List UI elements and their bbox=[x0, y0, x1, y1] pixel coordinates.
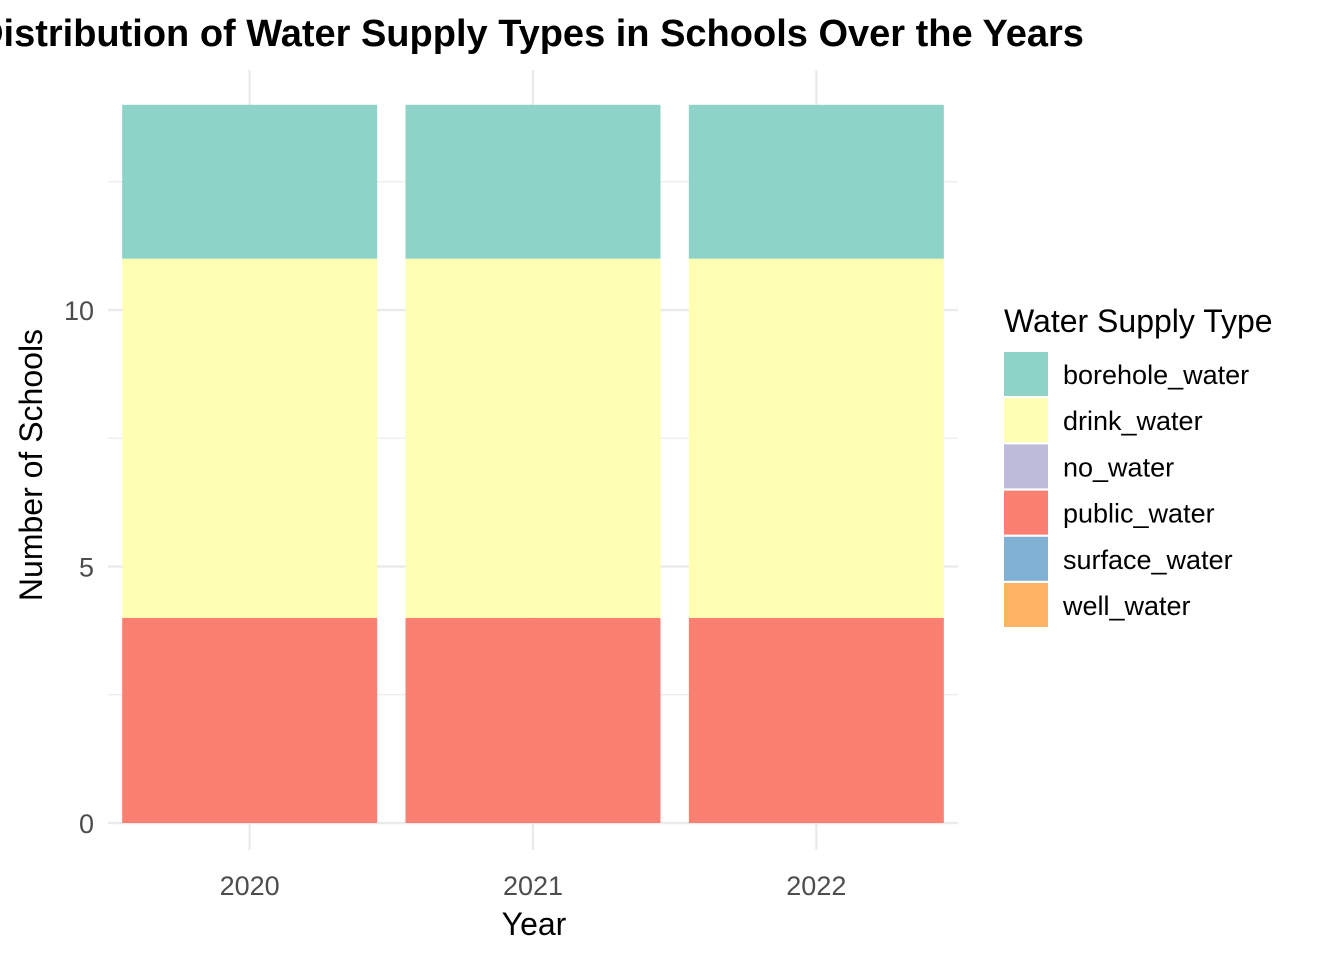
legend-label: borehole_water bbox=[1063, 360, 1249, 390]
x-tick-label: 2020 bbox=[220, 871, 280, 901]
legend-key-surface_water bbox=[1004, 536, 1048, 581]
bar-segment-borehole_water-2020 bbox=[122, 104, 378, 259]
legend-key-public_water bbox=[1004, 490, 1048, 535]
bar-segment-public_water-2022 bbox=[688, 617, 944, 823]
x-tick-label: 2022 bbox=[786, 871, 846, 901]
legend-label: public_water bbox=[1063, 499, 1215, 529]
legend-key-well_water bbox=[1004, 583, 1048, 627]
legend-label: no_water bbox=[1063, 452, 1174, 482]
legend-label: drink_water bbox=[1063, 406, 1203, 436]
y-tick-label: 5 bbox=[79, 553, 94, 583]
y-tick-label: 0 bbox=[79, 809, 94, 839]
y-tick-labels: 0 5 10 bbox=[64, 296, 94, 839]
bar-segment-drink_water-2021 bbox=[405, 258, 661, 618]
legend-key-no_water bbox=[1004, 444, 1048, 489]
bar-segment-public_water-2021 bbox=[405, 617, 661, 823]
bar-segment-drink_water-2020 bbox=[122, 258, 378, 618]
x-tick-label: 2021 bbox=[503, 871, 563, 901]
bar-segment-drink_water-2022 bbox=[688, 258, 944, 618]
y-axis-title: Number of Schools bbox=[13, 329, 49, 601]
chart-title: Distribution of Water Supply Types in Sc… bbox=[0, 13, 1084, 55]
legend: borehole_water drink_water no_water public_… bbox=[1004, 352, 1249, 627]
bar-segment-borehole_water-2021 bbox=[405, 104, 661, 259]
legend-key-drink_water bbox=[1004, 398, 1048, 443]
y-tick-label: 10 bbox=[64, 296, 94, 326]
bar-segment-borehole_water-2022 bbox=[688, 104, 944, 259]
bar-segment-public_water-2020 bbox=[122, 617, 378, 823]
x-axis-title: Year bbox=[502, 906, 567, 942]
bars bbox=[122, 104, 944, 823]
legend-key-borehole_water bbox=[1004, 352, 1048, 396]
legend-label: surface_water bbox=[1063, 545, 1233, 575]
legend-title: Water Supply Type bbox=[1004, 303, 1273, 339]
legend-label: well_water bbox=[1062, 591, 1191, 621]
x-tick-labels: 2020 2021 2022 bbox=[220, 871, 847, 901]
